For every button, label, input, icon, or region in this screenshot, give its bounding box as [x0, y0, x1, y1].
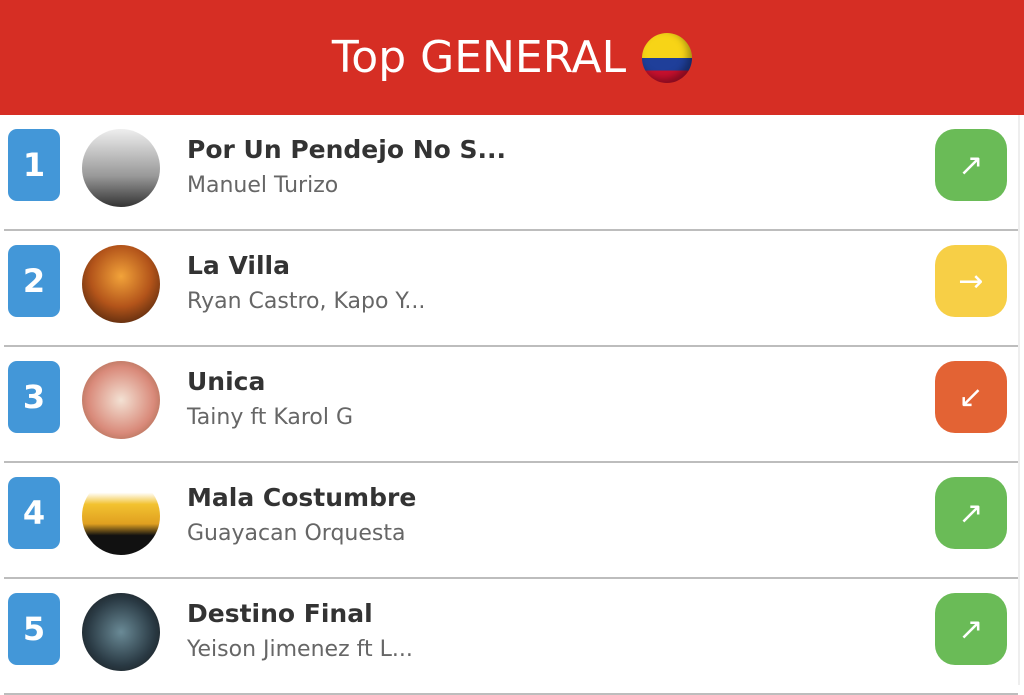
- song-title[interactable]: La Villa: [187, 251, 290, 280]
- list-item[interactable]: 5 Destino Final Yeison Jimenez ft L... ↗: [4, 579, 1018, 695]
- album-cover: [82, 593, 160, 671]
- song-artist: Yeison Jimenez ft L...: [187, 637, 413, 662]
- song-title[interactable]: Destino Final: [187, 599, 373, 628]
- colombia-flag-icon: [642, 32, 693, 83]
- song-title[interactable]: Por Un Pendejo No S...: [187, 135, 507, 164]
- rank-badge: 3: [8, 361, 60, 433]
- trend-same-icon: →: [935, 245, 1007, 317]
- header: Top GENERAL: [0, 0, 1024, 115]
- page-title: Top GENERAL: [331, 32, 627, 83]
- trend-up-icon: ↗: [935, 129, 1007, 201]
- list-item[interactable]: 3 Unica Tainy ft Karol G ↙: [4, 347, 1018, 463]
- song-artist: Manuel Turizo: [187, 173, 339, 198]
- album-cover: [82, 129, 160, 207]
- album-cover: [82, 361, 160, 439]
- song-list: 1 Por Un Pendejo No S... Manuel Turizo ↗…: [0, 115, 1020, 695]
- album-cover: [82, 245, 160, 323]
- list-item[interactable]: 1 Por Un Pendejo No S... Manuel Turizo ↗: [4, 115, 1018, 231]
- song-artist: Tainy ft Karol G: [187, 405, 354, 430]
- song-title[interactable]: Mala Costumbre: [187, 483, 417, 512]
- trend-down-icon: ↙: [935, 361, 1007, 433]
- album-cover: [82, 477, 160, 555]
- song-artist: Guayacan Orquesta: [187, 521, 406, 546]
- list-item[interactable]: 4 Mala Costumbre Guayacan Orquesta ↗: [4, 463, 1018, 579]
- list-item[interactable]: 2 La Villa Ryan Castro, Kapo Y... →: [4, 231, 1018, 347]
- trend-up-icon: ↗: [935, 593, 1007, 665]
- rank-badge: 1: [8, 129, 60, 201]
- rank-badge: 5: [8, 593, 60, 665]
- trend-up-icon: ↗: [935, 477, 1007, 549]
- rank-badge: 2: [8, 245, 60, 317]
- song-title[interactable]: Unica: [187, 367, 266, 396]
- rank-badge: 4: [8, 477, 60, 549]
- song-artist: Ryan Castro, Kapo Y...: [187, 289, 426, 314]
